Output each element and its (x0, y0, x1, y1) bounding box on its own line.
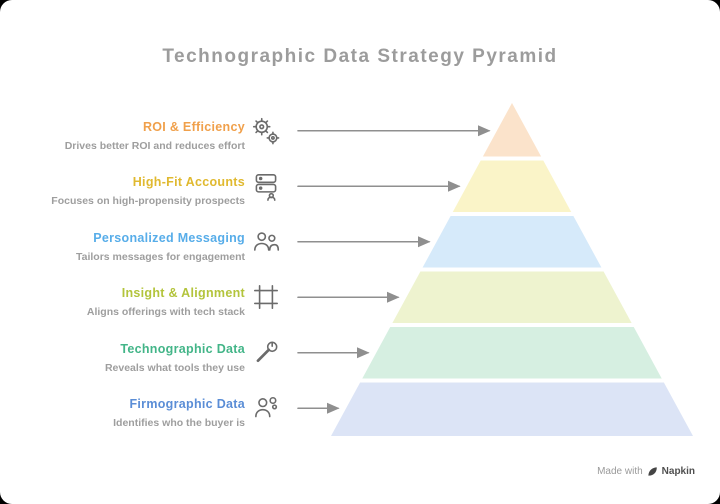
level-3-text: Personalized Messaging Tailors messages … (30, 230, 245, 265)
napkin-logo-icon (647, 466, 658, 477)
level-1-description: Drives better ROI and reduces effort (64, 140, 245, 152)
pyramid-level-6-band (331, 380, 693, 436)
diagram-title: Technographic Data Strategy Pyramid (162, 46, 558, 67)
server-stack-icon (250, 170, 282, 202)
band-separators (356, 156, 667, 383)
level-3-description: Tailors messages for engagement (75, 251, 245, 263)
pyramid-level-3-band (421, 214, 603, 270)
level-2-description: Focuses on high-propensity prospects (51, 195, 245, 207)
gears-icon (250, 115, 282, 147)
level-6-label: Firmographic Data (129, 397, 245, 411)
level-1-label: ROI & Efficiency (142, 120, 245, 134)
frame-icon (250, 281, 282, 313)
pyramid-level-1-band (481, 103, 543, 159)
level-4-text: Insight & Alignment Aligns offerings wit… (30, 285, 245, 320)
watermark-prefix: Made with (597, 466, 643, 477)
level-1-text: ROI & Efficiency Drives better ROI and r… (30, 119, 245, 154)
level-2-text: High-Fit Accounts Focuses on high-propen… (30, 174, 245, 209)
person-circles-icon (250, 392, 282, 424)
level-5-label: Technographic Data (120, 342, 245, 356)
level-3-label: Personalized Messaging (93, 231, 245, 245)
people-icon (250, 226, 282, 258)
level-4-description: Aligns offerings with tech stack (86, 306, 245, 318)
level-4-label: Insight & Alignment (121, 286, 245, 300)
pyramid-level-5-band (361, 325, 663, 381)
pyramid-level-2-band (451, 158, 573, 214)
level-5-description: Reveals what tools they use (104, 362, 245, 374)
level-2-label: High-Fit Accounts (132, 175, 245, 189)
wrench-icon (250, 337, 282, 369)
level-6-description: Identifies who the buyer is (113, 417, 245, 429)
level-6-text: Firmographic Data Identifies who the buy… (30, 396, 245, 431)
napkin-watermark[interactable]: Made with Napkin (597, 466, 695, 477)
level-5-text: Technographic Data Reveals what tools th… (30, 341, 245, 376)
watermark-brand: Napkin (661, 466, 695, 477)
pyramid-level-4-band (391, 269, 633, 325)
